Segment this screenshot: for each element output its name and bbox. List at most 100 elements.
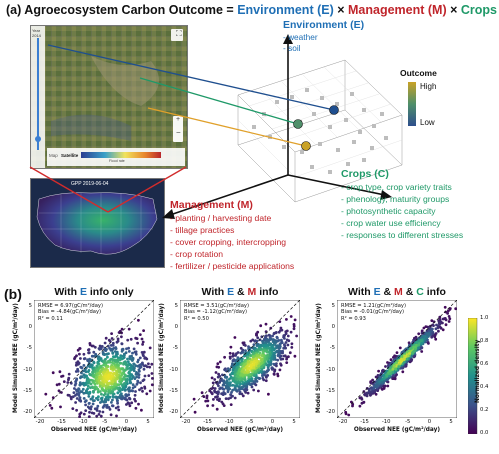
scatter-stats-3: RMSE = 1.21(gC/m²/day) Bias = -0.01(gC/m²… xyxy=(341,303,406,322)
x-tick: -20 xyxy=(181,419,191,425)
y-tick: 0 xyxy=(28,324,32,331)
environment-axis-arrow xyxy=(283,34,293,44)
gpp-date-label: GPP 2019-06-04 xyxy=(71,181,109,187)
scatter-density-points xyxy=(44,318,154,418)
outcome-legend-low: Low xyxy=(420,118,435,127)
cube-points xyxy=(252,88,388,174)
outcome-colorbar xyxy=(408,82,416,126)
x-tick: 0 xyxy=(427,419,432,425)
panel-a-label: (a) xyxy=(6,3,22,17)
scatter-title-part-title_amp1: & xyxy=(234,286,248,298)
zoom-in-icon[interactable]: + xyxy=(176,116,181,123)
colorbar-tick-0-8: 0.8 xyxy=(480,338,489,344)
stat-line: RMSE = 1.21(gC/m²/day) xyxy=(341,303,406,309)
scatter-title-part-title_pre: With xyxy=(348,286,374,298)
one-to-one-line xyxy=(180,300,300,418)
colorbar-tick-0-0: 0.0 xyxy=(480,430,489,436)
factor-space-diagram xyxy=(29,34,416,219)
outcome-legend-title: Outcome xyxy=(400,68,437,78)
x-axis-label: Observed NEE (gC/m²/day) xyxy=(196,427,284,433)
crops-axis-arrow xyxy=(380,190,392,200)
us-gpp-map-image xyxy=(31,179,164,267)
satellite-button[interactable]: Satellite xyxy=(61,153,79,158)
x-tick: -5 xyxy=(405,419,411,425)
management-item-fertilizer: - fertilizer / pesticide applications xyxy=(170,261,295,271)
environment-item-weather: - weather xyxy=(283,32,318,42)
management-axis xyxy=(169,174,289,216)
x-tick: -15 xyxy=(360,419,369,425)
x-tick: -10 xyxy=(78,419,88,425)
y-tick: -10 xyxy=(23,366,32,373)
colorbar-tick-0-6: 0.6 xyxy=(480,361,489,367)
stat-line: RMSE = 6.97(gC/m²/day) xyxy=(38,303,103,309)
stat-line: RMSE = 3.51(gC/m²/day) xyxy=(184,303,249,309)
connector-line-orange xyxy=(147,107,307,147)
scatter-title-3: With E & M & C info xyxy=(337,286,457,298)
scatter-title-part-title_e: E xyxy=(373,286,381,298)
x-tick: -5 xyxy=(248,419,254,425)
y-tick: 5 xyxy=(331,303,335,309)
y-tick: -15 xyxy=(326,387,335,394)
scatter-plot-1 xyxy=(34,300,154,418)
management-item-tillage: - tillage practices xyxy=(170,225,235,235)
scatter-title-2: With E & M info xyxy=(180,286,300,298)
management-item-cover-cropping: - cover cropping, intercropping xyxy=(170,237,287,247)
x-tick: -10 xyxy=(224,419,234,425)
zoom-out-icon[interactable]: − xyxy=(176,128,181,137)
panel-b-label: (b) xyxy=(4,286,22,302)
outcome-point-mid xyxy=(293,119,303,129)
colorbar-tick-1: 1.0 xyxy=(480,315,489,321)
y-tick: 0 xyxy=(174,324,178,331)
scatter-stats-2: RMSE = 3.51(gC/m²/day) Bias = -1.12(gC/m²… xyxy=(184,303,249,322)
scatter-title-part-title_amp2: & xyxy=(402,286,417,298)
outcome-point-high xyxy=(301,141,311,151)
title-crops: Crops (C) xyxy=(460,3,499,17)
scatter-panel-2: With E & M info RMSE = 3.51(gC/m²/day) Bia… xyxy=(150,286,310,450)
cube-grid xyxy=(237,66,403,178)
stat-line: Bias = -0.01(gC/m²/day) xyxy=(341,309,405,316)
environment-header: Environment (E) xyxy=(283,19,365,31)
map-legend-caption: Flood rate xyxy=(109,159,125,163)
y-tick: -20 xyxy=(169,409,178,415)
one-to-one-line xyxy=(34,300,154,418)
crops-item-water-use: - crop water use efficiency xyxy=(341,218,441,228)
crops-item-stresses: - responses to different stresses xyxy=(341,230,464,240)
x-tick: -20 xyxy=(35,419,45,425)
environment-block: Environment (E) - weather - soil xyxy=(283,19,364,54)
colorbar-tick-0-2: 0.2 xyxy=(480,407,489,413)
y-axis-label: Model Simulated NEE (gC/m²/day) xyxy=(13,303,19,413)
x-tick: 5 xyxy=(292,419,296,425)
management-item-rotation: - crop rotation xyxy=(170,249,224,259)
outcome-legend-high: High xyxy=(420,82,437,91)
stat-line: R² = 0.50 xyxy=(184,315,209,322)
management-list: - planting / harvesting date - tillage p… xyxy=(170,212,294,272)
map-button[interactable]: Map xyxy=(49,153,58,158)
scatter-title-part-title_c: C xyxy=(416,286,424,298)
title-times-2: × xyxy=(446,3,461,17)
y-tick: 0 xyxy=(331,324,335,331)
scatter-title-part-title_m: M xyxy=(394,286,403,298)
one-to-one-line xyxy=(337,300,457,418)
colorbar-tick-0-4: 0.4 xyxy=(480,384,489,390)
scatter-panel-3: With E & M & C info RMSE = 1.21(gC/m²/day… xyxy=(307,286,467,450)
scatter-density-points xyxy=(344,305,457,417)
scatter-density-points xyxy=(192,315,298,414)
stat-line: R² = 0.93 xyxy=(341,315,366,322)
title-environment: Environment (E) xyxy=(237,3,334,17)
field-map-image xyxy=(31,26,187,168)
density-colorbar xyxy=(468,318,478,434)
scatter-title-part-title_post: info xyxy=(423,286,446,298)
x-tick: -15 xyxy=(203,419,212,425)
crops-axis xyxy=(287,174,386,196)
environment-list: - weather - soil xyxy=(283,32,364,54)
year-label: Year xyxy=(32,28,41,33)
fullscreen-icon[interactable]: ⛶ xyxy=(176,29,182,38)
connector-line-green xyxy=(139,77,299,125)
crops-item-photosynthetic: - photosynthetic capacity xyxy=(341,206,436,216)
scatter-panel-1: With E info only RMSE = 6.97(gC/m²/day) Bi… xyxy=(4,286,164,450)
scatter-title-part-title_pre: With xyxy=(54,286,80,298)
title-prefix: Agroecosystem Carbon Outcome = xyxy=(24,3,238,17)
scatter-title-part-title_pre: With xyxy=(201,286,228,298)
scatter-title-part-title_m: M xyxy=(247,286,257,298)
y-tick: -15 xyxy=(23,387,32,394)
